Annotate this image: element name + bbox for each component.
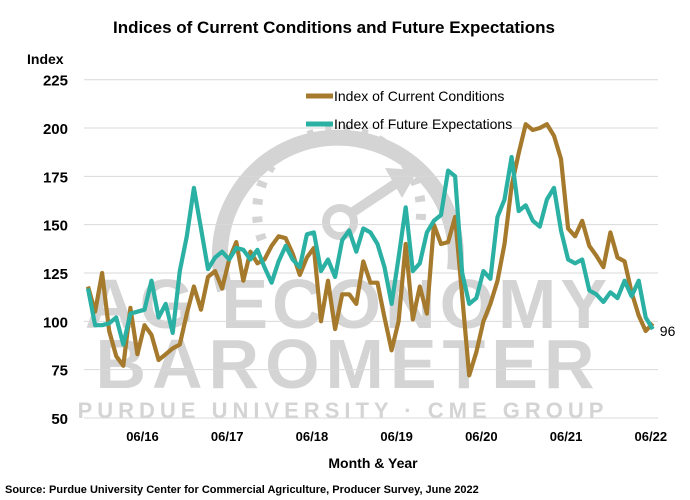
y-tick-label: 150 — [43, 218, 68, 235]
data-label-future-last: 96 — [660, 323, 676, 339]
y-tick-label: 225 — [43, 73, 68, 90]
gauge-arc — [211, 129, 464, 293]
y-tick-label: 75 — [51, 363, 68, 380]
watermark-line2: BAROMETER — [95, 325, 600, 403]
y-tick-label: 50 — [51, 411, 68, 428]
y-tick-label: 100 — [43, 314, 68, 331]
x-tick-label: 06/20 — [465, 429, 498, 444]
legend-label: Index of Current Conditions — [334, 88, 504, 104]
source-note: Source: Purdue University Center for Com… — [5, 484, 479, 496]
y-tick-label: 125 — [43, 266, 68, 283]
x-tick-label: 06/19 — [380, 429, 413, 444]
gauge-needle — [347, 177, 401, 219]
gauge-ticks — [252, 124, 427, 242]
x-tick-label: 06/16 — [126, 429, 159, 444]
x-tick-label: 06/17 — [211, 429, 244, 444]
y-tick-label: 200 — [43, 121, 68, 138]
legend-label: Index of Future Expectations — [334, 116, 512, 132]
ag-economy-barometer-watermark: AG ECONOMY BAROMETER PURDUE UNIVERSITY ·… — [78, 124, 609, 423]
chart-title: Indices of Current Conditions and Future… — [113, 18, 555, 37]
x-tick-label: 06/22 — [635, 429, 668, 444]
y-tick-label: 175 — [43, 169, 68, 186]
gauge-arrowhead — [385, 168, 418, 198]
x-tick-label: 06/21 — [550, 429, 583, 444]
x-tick-label: 06/18 — [296, 429, 329, 444]
x-axis-label: Month & Year — [328, 455, 418, 471]
gauge-hub — [322, 204, 358, 240]
y-axis-label: Index — [27, 51, 64, 67]
watermark-line3: PURDUE UNIVERSITY · CME GROUP — [78, 398, 609, 423]
